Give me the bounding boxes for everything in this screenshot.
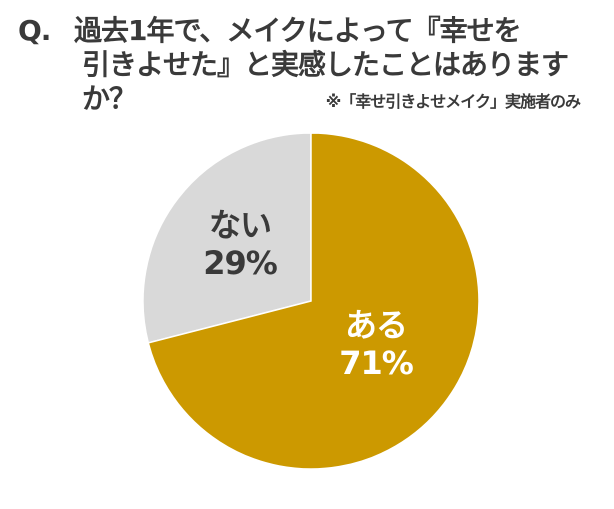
title-line-1: 過去1年で、メイクによって『幸せを [74, 14, 522, 47]
chart-title: Q. 過去1年で、メイクによって『幸せを 引きよせた』と実感したことはありますか？ [18, 14, 614, 116]
slice-yes-label: ある 71% [316, 306, 436, 382]
slice-yes [147, 132, 480, 470]
slice-no-category: ない [208, 206, 272, 244]
question-prefix: Q. [18, 14, 51, 47]
respondent-note: ※「幸せ引きよせメイク」実施者のみ [325, 92, 581, 111]
slice-no [142, 132, 312, 344]
slice-yes-percent: 71% [339, 344, 414, 382]
title-line-2: 引きよせた』と実感したことはありますか？ [82, 48, 569, 115]
slice-no-label: ない 29% [180, 206, 300, 282]
slice-no-percent: 29% [203, 244, 278, 282]
slice-yes-category: ある [344, 306, 408, 344]
